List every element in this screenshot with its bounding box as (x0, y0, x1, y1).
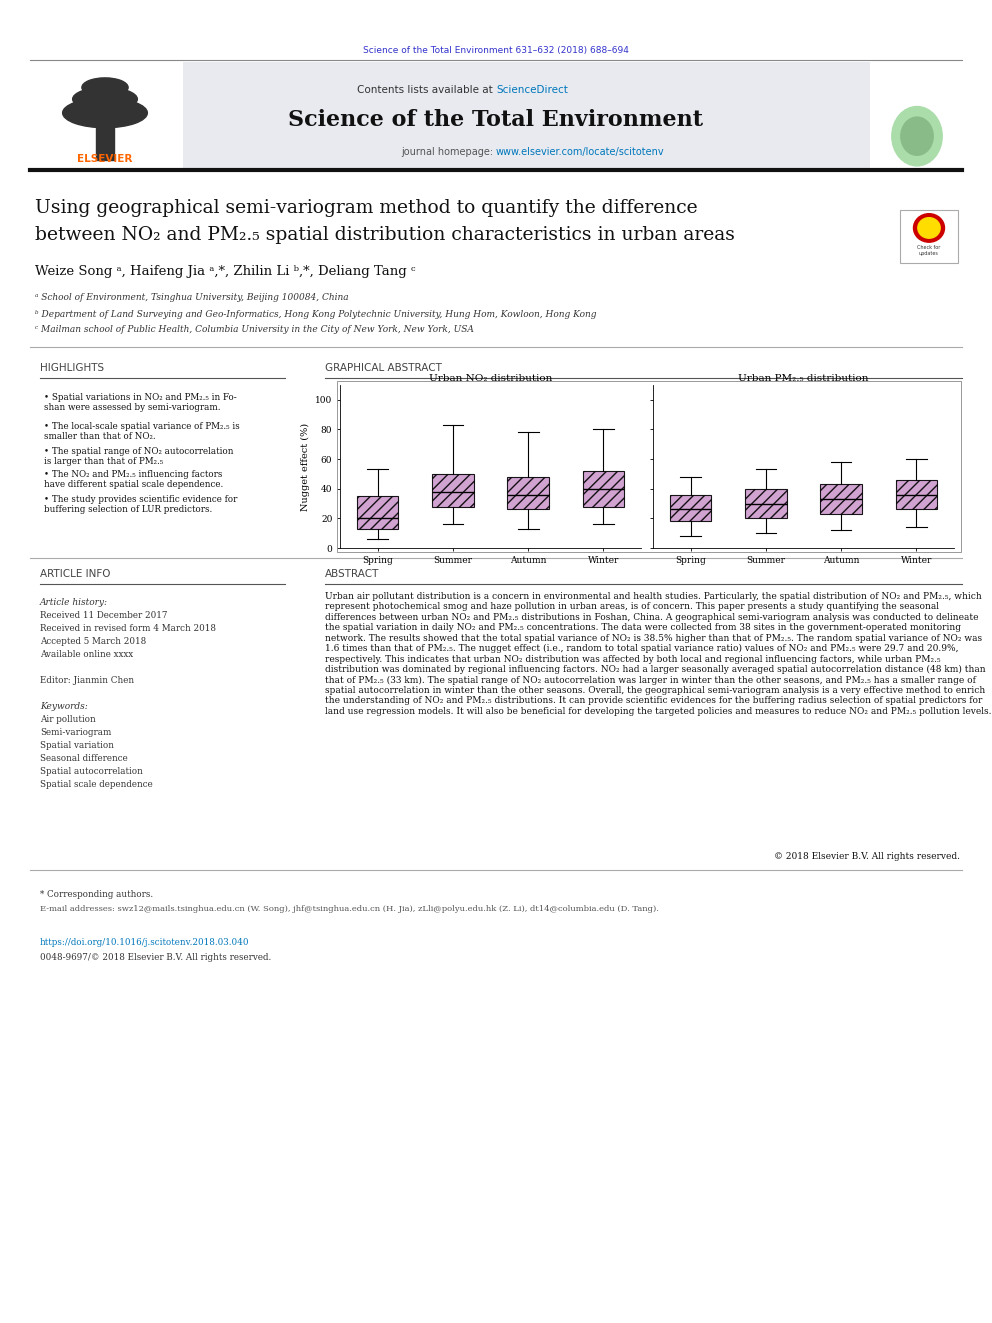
Text: Spatial autocorrelation: Spatial autocorrelation (40, 767, 143, 777)
Text: Received 11 December 2017: Received 11 December 2017 (40, 611, 168, 620)
Text: • The NO₂ and PM₂.₅ influencing factors
have different spatial scale dependence.: • The NO₂ and PM₂.₅ influencing factors … (44, 470, 223, 490)
Circle shape (901, 118, 933, 155)
Text: Check for
updates: Check for updates (918, 245, 940, 257)
Text: Weize Song ᵃ, Haifeng Jia ᵃ,*, Zhilin Li ᵇ,*, Deliang Tang ᶜ: Weize Song ᵃ, Haifeng Jia ᵃ,*, Zhilin Li… (35, 266, 416, 279)
Text: • The spatial range of NO₂ autocorrelation
is larger than that of PM₂.₅: • The spatial range of NO₂ autocorrelati… (44, 447, 233, 467)
Circle shape (918, 218, 940, 238)
Text: https://doi.org/10.1016/j.scitotenv.2018.03.040: https://doi.org/10.1016/j.scitotenv.2018… (40, 938, 250, 947)
Y-axis label: Nugget effect (%): Nugget effect (%) (301, 422, 310, 511)
Text: Science of the Total Environment 631–632 (2018) 688–694: Science of the Total Environment 631–632… (363, 45, 629, 54)
Text: between NO₂ and PM₂.₅ spatial distribution characteristics in urban areas: between NO₂ and PM₂.₅ spatial distributi… (35, 226, 735, 243)
Text: • The study provides scientific evidence for
buffering selection of LUR predicto: • The study provides scientific evidence… (44, 495, 237, 515)
Text: • The local-scale spatial variance of PM₂.₅ is
smaller than that of NO₂.: • The local-scale spatial variance of PM… (44, 422, 240, 442)
Text: journal homepage:: journal homepage: (401, 147, 496, 157)
Text: Using geographical semi-variogram method to quantify the difference: Using geographical semi-variogram method… (35, 198, 697, 217)
Title: Urban NO₂ distribution: Urban NO₂ distribution (429, 374, 553, 382)
Text: Science: Science (905, 78, 929, 83)
Ellipse shape (82, 78, 128, 97)
FancyBboxPatch shape (183, 62, 870, 168)
PathPatch shape (357, 496, 399, 529)
Text: Keywords:: Keywords: (40, 703, 87, 710)
Text: GRAPHICAL ABSTRACT: GRAPHICAL ABSTRACT (325, 363, 441, 373)
FancyBboxPatch shape (900, 210, 958, 263)
Text: ABSTRACT: ABSTRACT (325, 569, 379, 579)
Text: Editor: Jianmin Chen: Editor: Jianmin Chen (40, 676, 134, 685)
Text: Seasonal difference: Seasonal difference (40, 754, 128, 763)
Text: Received in revised form 4 March 2018: Received in revised form 4 March 2018 (40, 624, 216, 632)
Text: Spatial scale dependence: Spatial scale dependence (40, 781, 153, 789)
PathPatch shape (820, 484, 862, 513)
Text: ARTICLE INFO: ARTICLE INFO (40, 569, 110, 579)
Text: ᵇ Department of Land Surveying and Geo-Informatics, Hong Kong Polytechnic Univer: ᵇ Department of Land Surveying and Geo-I… (35, 310, 596, 319)
Text: Available online xxxx: Available online xxxx (40, 650, 133, 659)
Circle shape (914, 214, 944, 242)
Text: ScienceDirect: ScienceDirect (496, 85, 567, 95)
Text: Air pollution: Air pollution (40, 714, 96, 724)
PathPatch shape (433, 474, 473, 507)
Text: www.elsevier.com/locate/scitotenv: www.elsevier.com/locate/scitotenv (496, 147, 665, 157)
Text: ELSEVIER: ELSEVIER (77, 153, 133, 164)
Ellipse shape (72, 87, 137, 111)
Title: Urban PM₂.₅ distribution: Urban PM₂.₅ distribution (738, 374, 869, 382)
PathPatch shape (896, 480, 937, 509)
Text: Contents lists available at: Contents lists available at (357, 85, 496, 95)
Text: Urban air pollutant distribution is a concern in environmental and health studie: Urban air pollutant distribution is a co… (325, 591, 991, 716)
Ellipse shape (62, 98, 148, 128)
Text: Accepted 5 March 2018: Accepted 5 March 2018 (40, 636, 146, 646)
PathPatch shape (508, 476, 549, 509)
PathPatch shape (745, 488, 787, 519)
Bar (96, 123, 114, 160)
Text: • Spatial variations in NO₂ and PM₂.₅ in Fo-
shan were assessed by semi-variogra: • Spatial variations in NO₂ and PM₂.₅ in… (44, 393, 237, 413)
PathPatch shape (670, 495, 711, 521)
PathPatch shape (582, 471, 624, 507)
Text: * Corresponding authors.: * Corresponding authors. (40, 890, 153, 900)
Text: HIGHLIGHTS: HIGHLIGHTS (40, 363, 104, 373)
Text: ᵃ School of Environment, Tsinghua University, Beijing 100084, China: ᵃ School of Environment, Tsinghua Univer… (35, 294, 348, 303)
Text: Science of the Total Environment: Science of the Total Environment (289, 108, 703, 131)
Text: 0048-9697/© 2018 Elsevier B.V. All rights reserved.: 0048-9697/© 2018 Elsevier B.V. All right… (40, 953, 271, 962)
Text: © 2018 Elsevier B.V. All rights reserved.: © 2018 Elsevier B.V. All rights reserved… (774, 852, 960, 861)
Text: Article history:: Article history: (40, 598, 108, 607)
Text: ᶜ Mailman school of Public Health, Columbia University in the City of New York, : ᶜ Mailman school of Public Health, Colum… (35, 325, 474, 335)
Text: Spatial variation: Spatial variation (40, 741, 114, 750)
Text: Total Environment: Total Environment (894, 99, 940, 105)
Text: of the: of the (910, 89, 925, 94)
Circle shape (892, 107, 942, 165)
Text: Semi-variogram: Semi-variogram (40, 728, 111, 737)
Text: E-mail addresses: swz12@mails.tsinghua.edu.cn (W. Song), jhf@tsinghua.edu.cn (H.: E-mail addresses: swz12@mails.tsinghua.e… (40, 905, 659, 913)
